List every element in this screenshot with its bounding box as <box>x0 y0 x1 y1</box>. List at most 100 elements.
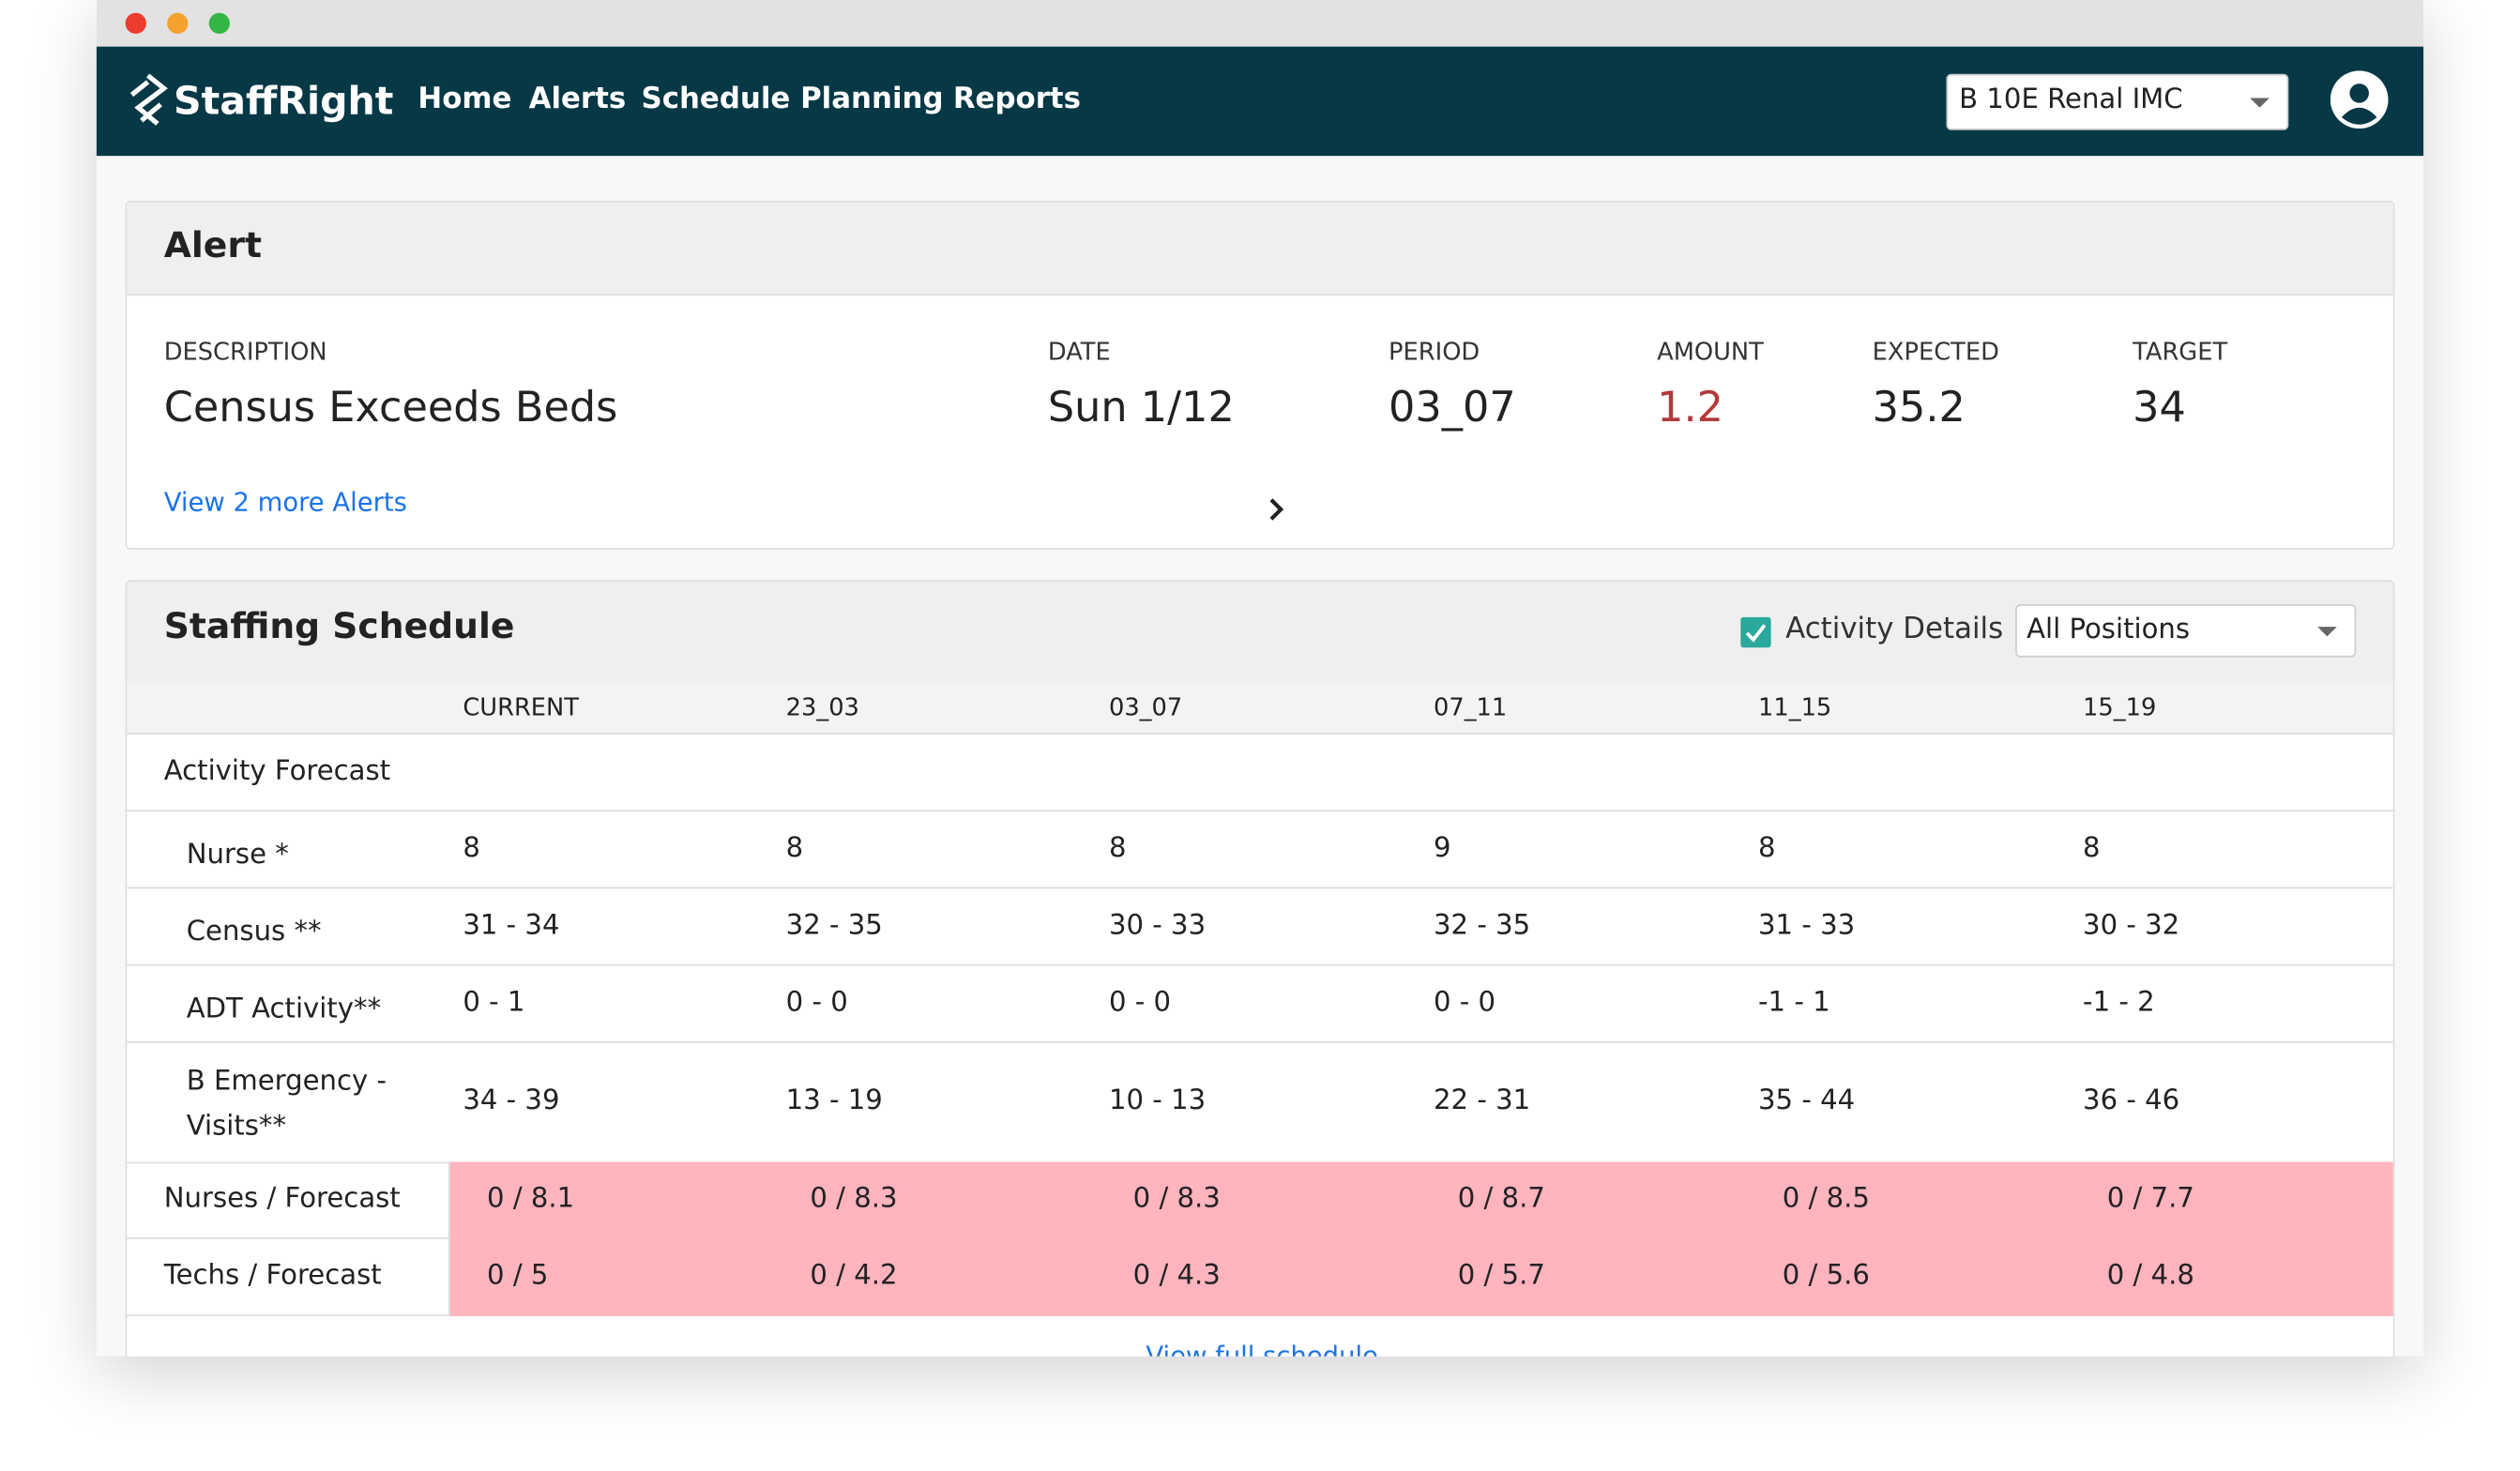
column-header: 15_19 <box>2083 692 2157 722</box>
cell-value: 32 - 35 <box>1434 908 1531 941</box>
field-label: PERIOD <box>1389 337 1480 367</box>
nav-link[interactable]: Planning <box>800 82 944 116</box>
unit-select[interactable]: B 10E Renal IMC <box>1946 73 2289 130</box>
cell-value: 0 / 4.3 <box>1132 1259 1221 1293</box>
schedule-title: Staffing Schedule <box>163 607 515 648</box>
cell-value: 8 <box>463 831 480 864</box>
cell-value: 8 <box>1108 831 1127 864</box>
staff-row: Techs / Forecast 0 / 5 0 / 4.2 0 / 4.3 0 / 5… <box>127 1238 2393 1316</box>
cell-value: 34 - 39 <box>463 1084 560 1117</box>
column-header: 23_03 <box>785 692 859 722</box>
more-alerts-link[interactable]: View 2 more Alerts <box>163 487 407 518</box>
browser-window: StaffRight Home Alerts Schedule Planning Rep… <box>96 0 2424 1357</box>
cell-value: 31 - 34 <box>463 908 560 941</box>
field-label: DATE <box>1047 337 1111 367</box>
close-dot[interactable] <box>125 12 146 34</box>
checkbox[interactable] <box>1740 616 1771 648</box>
column-header: 11_15 <box>1758 692 1832 722</box>
cell-value: 35 - 44 <box>1758 1084 1856 1117</box>
schedule-header: Staffing Schedule Activity Details All P… <box>127 582 2393 684</box>
row-label: Nurses / Forecast <box>163 1182 401 1216</box>
unit-select-text: B 10E Renal IMC <box>1959 83 2183 116</box>
field-value: Sun 1/12 <box>1047 384 1235 432</box>
cell-value: 0 / 7.7 <box>2106 1182 2194 1216</box>
avatar[interactable] <box>2330 70 2389 129</box>
pink-band <box>449 1161 2393 1239</box>
cell-value: 13 - 19 <box>785 1084 883 1117</box>
cell-value: 32 - 35 <box>785 908 883 941</box>
row-label: Nurse * <box>186 839 289 872</box>
cell-value: 9 <box>1434 831 1451 864</box>
schedule-card: Staffing Schedule Activity Details All P… <box>125 580 2395 1357</box>
cell-value: -1 - 2 <box>2083 985 2155 1019</box>
minimize-dot[interactable] <box>167 12 189 34</box>
forecast-row: Nurse * 8 8 8 9 8 8 <box>127 811 2393 889</box>
alert-title: Alert <box>163 226 262 267</box>
row-label: ADT Activity** <box>186 993 382 1025</box>
full-schedule-link[interactable]: View full schedule <box>1146 1340 1378 1357</box>
cell-value: 22 - 31 <box>1434 1084 1531 1117</box>
row-label: Census ** <box>186 916 322 948</box>
cell-value: 36 - 46 <box>2083 1084 2180 1117</box>
cell-value: 0 - 1 <box>463 985 525 1019</box>
nav-link[interactable]: Schedule <box>641 82 791 116</box>
cell-value: 0 - 0 <box>785 985 848 1019</box>
nav-link[interactable]: Reports <box>952 82 1082 116</box>
field-value: 34 <box>2133 384 2186 432</box>
cell-value: 0 / 4.2 <box>810 1259 898 1293</box>
field-value: 03_07 <box>1389 384 1516 432</box>
forecast-row: Census ** 31 - 34 32 - 35 30 - 33 32 - 35 31 … <box>127 888 2393 966</box>
field-value: 1.2 <box>1657 384 1723 432</box>
checkbox-label: Activity Details <box>1785 612 2004 646</box>
forecast-row: ADT Activity** 0 - 1 0 - 0 0 - 0 0 - 0 -1 - 1… <box>127 966 2393 1043</box>
cell-value: 0 / 8.5 <box>1782 1182 1870 1216</box>
table-header-row: CURRENT 23_03 03_07 07_11 11_15 15_19 <box>127 681 2393 735</box>
logo-icon <box>129 73 168 126</box>
cell-value: 0 / 8.3 <box>1132 1182 1221 1216</box>
staff-row: Nurses / Forecast 0 / 8.1 0 / 8.3 0 / 8.3 0 … <box>127 1161 2393 1239</box>
row-label: Techs / Forecast <box>163 1259 382 1293</box>
cell-value: 8 <box>1758 831 1776 864</box>
forecast-row: B Emergency - Visits** 34 - 39 13 - 19 10 -… <box>127 1043 2393 1164</box>
alert-header: Alert <box>127 202 2393 296</box>
cell-value: 0 / 4.8 <box>2106 1259 2194 1293</box>
column-header: CURRENT <box>463 692 579 722</box>
label-divider <box>448 1161 450 1239</box>
cell-value: 0 / 8.7 <box>1457 1182 1545 1216</box>
field-label: DESCRIPTION <box>163 337 327 367</box>
logo[interactable]: StaffRight <box>174 78 394 124</box>
cell-value: 31 - 33 <box>1758 908 1856 941</box>
field-label: TARGET <box>2133 337 2228 367</box>
label-divider <box>448 1238 450 1316</box>
column-header: 03_07 <box>1108 692 1183 722</box>
cell-value: 0 / 5.7 <box>1457 1259 1545 1293</box>
nav-link[interactable]: Home <box>417 82 512 116</box>
position-select-text: All Positions <box>2027 614 2191 646</box>
position-select[interactable]: All Positions <box>2015 604 2357 658</box>
cell-value: 0 / 5.6 <box>1782 1259 1870 1293</box>
field-label: EXPECTED <box>1872 337 1999 367</box>
alert-card: Alert DESCRIPTION Census Exceeds Beds DATE… <box>125 201 2395 550</box>
cell-value: 30 - 33 <box>1108 908 1207 941</box>
title-bar <box>96 0 2424 47</box>
row-label: B Emergency - Visits** <box>186 1065 387 1143</box>
column-header: 07_11 <box>1434 692 1508 722</box>
cell-value: 0 - 0 <box>1434 985 1496 1019</box>
cell-value: 0 - 0 <box>1108 985 1172 1019</box>
cell-value: 0 / 8.1 <box>487 1182 575 1216</box>
field-value: Census Exceeds Beds <box>163 384 618 432</box>
cell-value: 30 - 32 <box>2083 908 2180 941</box>
cell-value: 8 <box>2083 831 2101 864</box>
maximize-dot[interactable] <box>208 12 230 34</box>
cell-value: 0 / 5 <box>487 1259 549 1293</box>
field-value: 35.2 <box>1872 384 1966 432</box>
cell-value: 10 - 13 <box>1108 1084 1207 1117</box>
cell-value: 8 <box>785 831 804 864</box>
chevron[interactable] <box>1265 496 1287 522</box>
section-label: Activity Forecast <box>163 755 391 788</box>
field-label: AMOUNT <box>1657 337 1764 367</box>
cell-value: 0 / 8.3 <box>810 1182 898 1216</box>
nav-link[interactable]: Alerts <box>528 82 627 116</box>
section-row: Activity Forecast <box>127 735 2393 812</box>
